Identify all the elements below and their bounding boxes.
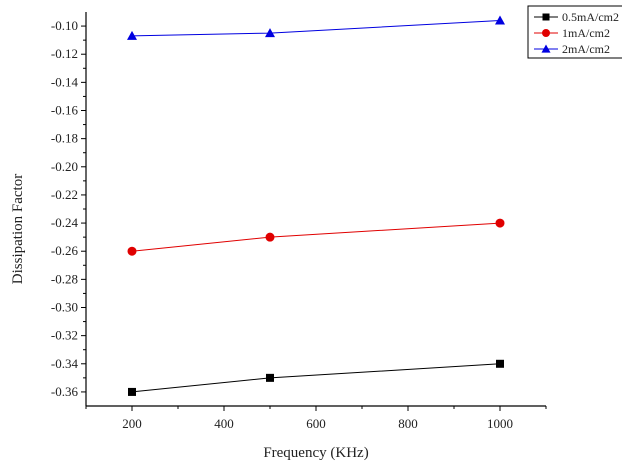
series-line — [131, 222, 501, 252]
data-point — [496, 359, 504, 368]
x-tick-label: 1000 — [487, 416, 513, 431]
x-tick-label: 800 — [398, 416, 418, 431]
y-tick-label: -0.22 — [51, 187, 78, 202]
x-axis-label: Frequency (KHz) — [263, 445, 368, 461]
legend-item: 0.5mA/cm2 — [534, 10, 619, 24]
y-tick-label: -0.10 — [51, 18, 78, 33]
y-tick-label: -0.34 — [51, 356, 79, 371]
y-tick-label: -0.14 — [51, 74, 79, 89]
legend: 0.5mA/cm2 1mA/cm2 2mA/cm2 — [527, 5, 622, 59]
legend-label: 1mA/cm2 — [562, 26, 610, 40]
y-tick-label: -0.28 — [51, 271, 78, 286]
legend-item: 1mA/cm2 — [534, 26, 610, 40]
y-tick-label: -0.16 — [51, 103, 79, 118]
data-point — [127, 30, 137, 40]
series-0 — [128, 359, 504, 396]
legend-marker — [541, 44, 551, 53]
data-point — [266, 373, 274, 382]
data-point — [495, 218, 505, 228]
y-tick-label: -0.32 — [51, 328, 78, 343]
series-1 — [127, 218, 505, 256]
series-line — [131, 19, 501, 37]
y-tick-label: -0.26 — [51, 243, 79, 258]
y-tick-label: -0.30 — [51, 300, 78, 315]
series-layer — [127, 15, 505, 396]
data-point — [265, 232, 275, 242]
y-tick-label: -0.18 — [51, 131, 78, 146]
x-tick-label: 200 — [122, 416, 142, 431]
legend-item: 2mA/cm2 — [534, 42, 610, 56]
axes: 200 400 600 800 1000 -0.36 -0.34 -0.32 -0.30 -0.2… — [51, 12, 547, 431]
legend-label: 2mA/cm2 — [562, 42, 610, 56]
y-axis-label: Dissipation Factor — [10, 174, 26, 284]
y-tick-label: -0.12 — [51, 46, 78, 61]
legend-marker — [542, 13, 550, 21]
x-tick-label: 600 — [306, 416, 326, 431]
data-point — [495, 15, 505, 25]
legend-label: 0.5mA/cm2 — [562, 10, 619, 24]
series-line — [131, 363, 501, 393]
data-point — [127, 246, 137, 256]
data-point — [265, 28, 275, 38]
data-point — [128, 387, 136, 396]
y-tick-label: -0.36 — [51, 384, 79, 399]
y-tick-label: -0.24 — [51, 215, 79, 230]
legend-marker — [542, 29, 550, 37]
x-tick-label: 400 — [214, 416, 234, 431]
series-2 — [127, 15, 505, 40]
y-tick-label: -0.20 — [51, 159, 78, 174]
